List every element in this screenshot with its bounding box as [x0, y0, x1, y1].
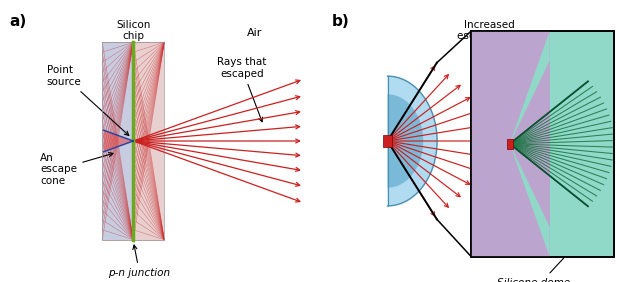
Text: Rays that
escaped: Rays that escaped [217, 57, 267, 122]
Text: p-n junction: p-n junction [108, 245, 171, 278]
Text: a): a) [9, 14, 27, 29]
Bar [507, 139, 513, 149]
Bar [471, 31, 550, 257]
Text: Silicon
chip: Silicon chip [116, 20, 151, 41]
Polygon shape [510, 144, 549, 257]
Polygon shape [388, 76, 437, 206]
Text: Point
source: Point source [46, 65, 129, 135]
Bar [102, 42, 133, 240]
Polygon shape [510, 31, 549, 144]
Bar [471, 31, 614, 257]
Text: Increased
escape cone: Increased escape cone [457, 20, 523, 89]
Bar [102, 42, 164, 240]
Polygon shape [388, 94, 423, 188]
Bar [383, 135, 392, 147]
Bar [471, 31, 614, 257]
Text: Air: Air [247, 28, 262, 38]
Text: An
escape
cone: An escape cone [40, 153, 113, 186]
Bar [133, 42, 164, 240]
Polygon shape [104, 130, 133, 152]
Text: Silicone dome,
n = 1.47: Silicone dome, n = 1.47 [497, 245, 575, 282]
Text: b): b) [332, 14, 350, 29]
